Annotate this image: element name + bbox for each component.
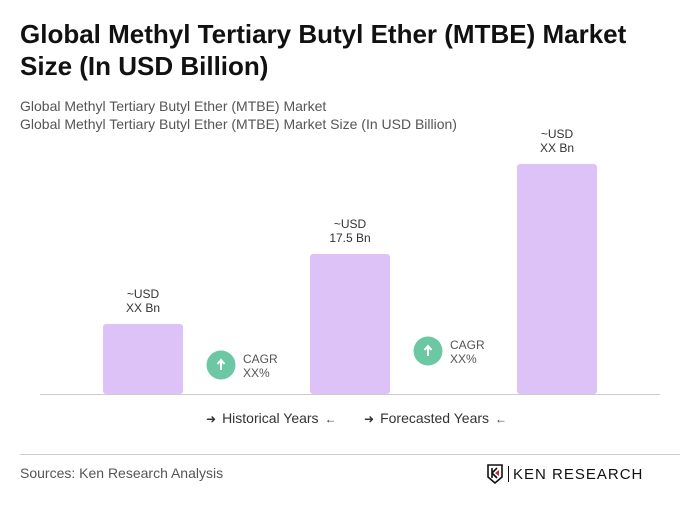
arrow-up-icon — [216, 358, 226, 370]
bar — [310, 254, 390, 394]
data-label: ~USD — [334, 217, 367, 231]
subtitle: Global Methyl Tertiary Butyl Ether (MTBE… — [20, 98, 327, 114]
arrow-left-icon: ← — [324, 412, 337, 426]
data-label: XX Bn — [540, 141, 574, 155]
cagr-label: CAGR — [243, 352, 278, 366]
cagr-label: CAGR — [450, 338, 485, 352]
source-text: Sources: Ken Research Analysis — [20, 465, 224, 481]
data-label: ~USD — [541, 127, 574, 141]
divider — [20, 454, 680, 455]
data-label: 17.5 Bn — [329, 231, 370, 245]
arrow-right-icon: ➜ — [364, 412, 375, 426]
ken-research-logo: KEN RESEARCH — [486, 464, 643, 484]
legend-historical: ➜ Historical Years ← — [200, 410, 343, 426]
logo-text: KEN RESEARCH — [513, 465, 644, 483]
cagr-value: XX% — [450, 352, 477, 366]
logo-icon — [487, 464, 503, 484]
legend-label: Historical Years — [222, 410, 319, 426]
bar — [103, 324, 183, 394]
arrow-up-icon — [423, 344, 433, 356]
legend-label: Forecasted Years — [380, 410, 490, 426]
cagr-value: XX% — [243, 366, 270, 380]
legend-forecast: ➜ Forecasted Years ← — [358, 410, 513, 426]
bar — [517, 164, 597, 394]
arrow-left-icon: ← — [495, 412, 508, 426]
data-label: XX Bn — [126, 301, 160, 315]
arrow-right-icon: ➜ — [206, 412, 217, 426]
data-label: ~USD — [127, 287, 160, 301]
subtitle-2: Global Methyl Tertiary Butyl Ether (MTBE… — [20, 116, 457, 132]
chart-title: Global Methyl Tertiary Butyl Ether (MTBE… — [20, 19, 627, 81]
